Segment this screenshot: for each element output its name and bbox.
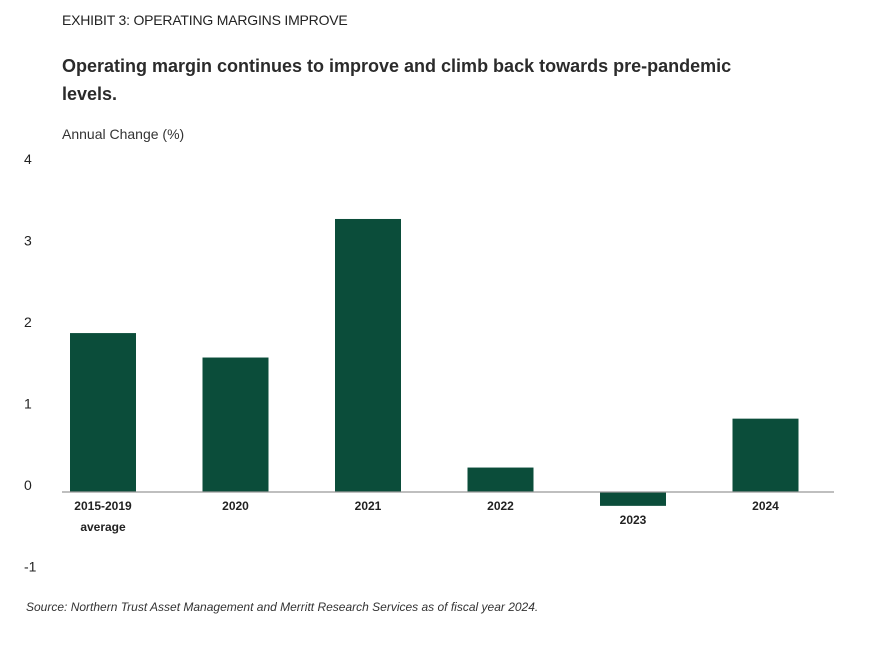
y-tick-label: 3 <box>24 233 32 249</box>
y-tick-label: 4 <box>24 151 32 167</box>
bar <box>732 418 799 492</box>
x-category-label: average <box>80 520 126 534</box>
bar <box>467 467 534 492</box>
exhibit-label: EXHIBIT 3: OPERATING MARGINS IMPROVE <box>62 12 348 28</box>
bar <box>335 218 401 492</box>
x-category-label: 2020 <box>222 499 249 513</box>
bar <box>600 492 666 506</box>
y-tick-label: 0 <box>24 477 32 493</box>
x-category-label: 2023 <box>620 513 647 527</box>
y-tick-label: -1 <box>24 559 37 575</box>
x-category-label: 2024 <box>752 499 779 513</box>
bar <box>70 333 136 492</box>
chart-headline: Operating margin continues to improve an… <box>62 56 732 104</box>
y-axis-label: Annual Change (%) <box>62 126 185 142</box>
x-category-label: 2015-2019 <box>74 499 132 513</box>
y-tick-label: 1 <box>24 396 32 412</box>
x-category-label: 2022 <box>487 499 514 513</box>
source-note: Source: Northern Trust Asset Management … <box>26 600 539 614</box>
y-tick-label: 2 <box>24 314 32 330</box>
x-category-label: 2021 <box>355 499 382 513</box>
bar <box>202 357 269 492</box>
